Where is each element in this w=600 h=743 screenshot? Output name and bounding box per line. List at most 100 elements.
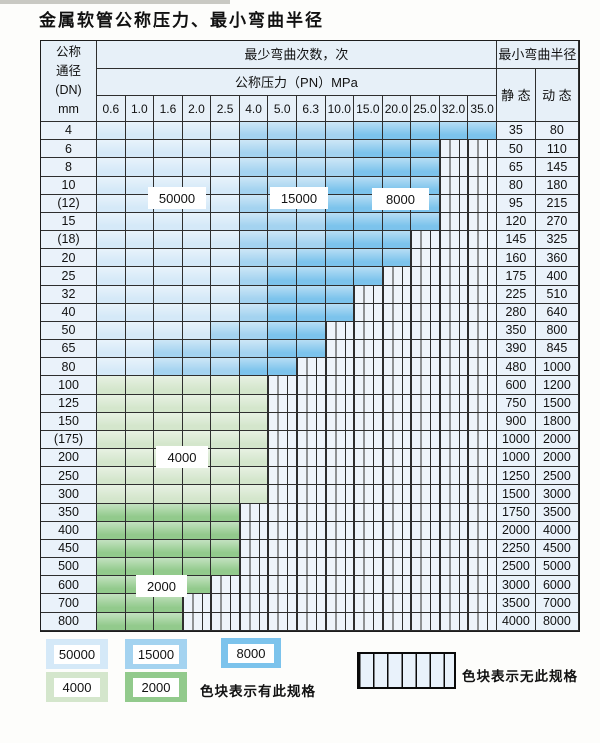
legend-absent-label: 色块表示无此规格 (462, 669, 578, 684)
spec-cell (296, 267, 326, 286)
spec-cell (154, 558, 183, 577)
dynamic-value: 180 (535, 176, 579, 195)
no-spec-cell (439, 249, 469, 268)
spec-cell (239, 376, 269, 395)
no-spec-cell (268, 503, 297, 522)
spec-cell (97, 358, 126, 377)
no-spec-cell (268, 376, 297, 395)
legend-swatch-50000: 50000 (46, 639, 108, 669)
no-spec-cell (211, 576, 240, 595)
spec-cell (239, 449, 269, 468)
spec-cell (154, 340, 183, 359)
spec-cell (211, 321, 240, 341)
no-spec-cell (268, 576, 297, 595)
spec-cell (239, 285, 269, 304)
no-spec-cell (439, 303, 469, 322)
no-spec-cell (468, 503, 497, 522)
dynamic-value: 1200 (535, 376, 579, 395)
spec-cell (268, 303, 297, 322)
no-spec-cell (468, 285, 497, 304)
spec-cell (325, 176, 355, 195)
no-spec-cell (268, 412, 297, 431)
spec-cell (154, 231, 183, 250)
no-spec-cell (354, 376, 383, 395)
spec-cell (296, 140, 326, 159)
no-spec-cell (382, 430, 412, 450)
static-value: 3500 (496, 594, 536, 613)
spec-cell (125, 140, 155, 159)
no-spec-cell (325, 412, 355, 431)
dn-header-line: mm (58, 102, 79, 116)
no-spec-cell (439, 194, 469, 213)
no-spec-cell (354, 467, 383, 486)
no-spec-cell (411, 412, 440, 431)
no-spec-cell (354, 358, 383, 377)
no-spec-cell (354, 394, 383, 413)
pressure-tick: 0.6 (97, 96, 126, 122)
spec-cell (411, 122, 440, 141)
dynamic-value: 215 (535, 194, 579, 213)
spec-cell (239, 485, 269, 504)
spec-cell (97, 576, 126, 595)
no-spec-cell (239, 612, 269, 631)
legend-no-spec-swatch (357, 652, 456, 689)
spec-cell (154, 376, 183, 395)
spec-cell (211, 267, 240, 286)
dynamic-value: 1500 (535, 394, 579, 413)
no-spec-cell (439, 231, 469, 250)
pressure-tick: 35.0 (468, 96, 497, 122)
spec-cell (182, 321, 212, 341)
spec-cell (354, 249, 383, 268)
legend-swatch-value: 8000 (228, 643, 274, 663)
no-spec-cell (296, 430, 326, 450)
spec-cell (354, 158, 383, 177)
spec-cell (325, 303, 355, 322)
legend-swatch-value: 4000 (54, 677, 100, 697)
spec-cell (211, 249, 240, 268)
pressure-tick: 20.0 (382, 96, 412, 122)
static-value: 65 (496, 158, 536, 177)
spec-cell (211, 340, 240, 359)
dn-label: 8 (41, 158, 97, 177)
spec-cell (154, 267, 183, 286)
dn-label: 100 (41, 376, 97, 395)
spec-cell (211, 231, 240, 250)
spec-cell (97, 467, 126, 486)
static-value: 280 (496, 303, 536, 322)
spec-cell (97, 430, 126, 450)
no-spec-cell (439, 503, 469, 522)
no-spec-cell (239, 576, 269, 595)
spec-cell (239, 412, 269, 431)
no-spec-cell (354, 485, 383, 504)
static-value: 750 (496, 394, 536, 413)
spec-cell (125, 285, 155, 304)
spec-cell (382, 231, 412, 250)
dn-header-line: (DN) (55, 83, 82, 97)
static-value: 600 (496, 376, 536, 395)
no-spec-cell (439, 158, 469, 177)
no-spec-cell (211, 612, 240, 631)
spec-cell (239, 430, 269, 450)
no-spec-cell (182, 612, 212, 631)
no-spec-cell (382, 503, 412, 522)
dynamic-value: 845 (535, 340, 579, 359)
no-spec-cell (325, 576, 355, 595)
no-spec-cell (468, 140, 497, 159)
legend-present-label: 色块表示有此规格 (200, 684, 316, 699)
zone-value-label: 2000 (136, 575, 187, 597)
no-spec-cell (411, 594, 440, 613)
spec-cell (211, 412, 240, 431)
spec-cell (125, 394, 155, 413)
no-spec-cell (354, 521, 383, 540)
static-value: 2500 (496, 558, 536, 577)
spec-cell (97, 122, 126, 141)
spec-cell (296, 122, 326, 141)
no-spec-cell (411, 231, 440, 250)
spec-cell (182, 430, 212, 450)
spec-cell (411, 212, 440, 232)
no-spec-cell (325, 594, 355, 613)
spec-cell (239, 358, 269, 377)
no-spec-cell (268, 430, 297, 450)
spec-cell (182, 539, 212, 559)
spec-cell (211, 376, 240, 395)
